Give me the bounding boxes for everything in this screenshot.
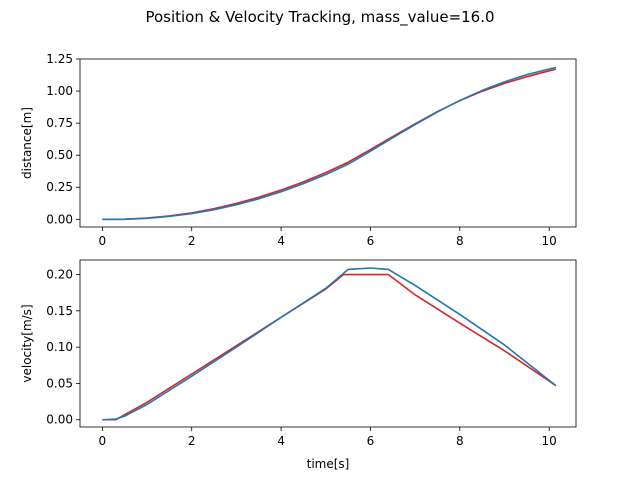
distance-axes: 0 2 4 6 8 10 0.00 0.25 0.50 0.75 1.00 1.25 distance[…	[20, 52, 577, 248]
chart-1-ytick-label-4: 0.20	[46, 268, 73, 282]
chart-0-xtick-label-5: 10	[542, 234, 557, 248]
chart-1-frame	[79, 259, 577, 428]
chart-0-ytick-label-5: 1.25	[46, 52, 73, 66]
chart-1-xtick-label-0: 0	[99, 434, 107, 448]
chart-0-series-1-line	[102, 66, 557, 221]
chart-0-frame	[79, 58, 577, 228]
chart-0-xtick-label-0: 0	[99, 234, 107, 248]
chart-0-xtick-label-2: 4	[277, 234, 285, 248]
chart-0-ytick-label-4: 1.00	[46, 84, 73, 98]
velocity-axes: 0 2 4 6 8 10 0.00 0.05 0.10 0.15 0.20 velocity[m/s]…	[20, 259, 577, 471]
chart-1-ytick-label-1: 0.05	[46, 376, 73, 390]
chart-1-xtick-label-4: 8	[456, 434, 464, 448]
chart-0-xtick-label-1: 2	[188, 234, 196, 248]
chart-1-series-1-line	[102, 267, 557, 421]
chart-0-ytick-label-0: 0.00	[46, 212, 73, 226]
chart-1-ytick-label-3: 0.15	[46, 304, 73, 318]
chart-1-xtick-label-3: 6	[367, 434, 375, 448]
chart-1-ytick-label-0: 0.00	[46, 413, 73, 427]
chart-0-ytick-label-2: 0.50	[46, 148, 73, 162]
chart-0-ytick-label-3: 0.75	[46, 116, 73, 130]
chart-0-ylabel: distance[m]	[20, 107, 34, 179]
chart-0-ytick-label-1: 0.25	[46, 180, 73, 194]
chart-0-xtick-label-3: 6	[367, 234, 375, 248]
figure-title: Position & Velocity Tracking, mass_value…	[145, 8, 494, 27]
chart-1-ytick-label-2: 0.10	[46, 340, 73, 354]
chart-1-xtick-label-1: 2	[188, 434, 196, 448]
chart-1-xlabel: time[s]	[307, 457, 350, 471]
chart-0-xtick-label-4: 8	[456, 234, 464, 248]
chart-1-xtick-label-5: 10	[542, 434, 557, 448]
chart-1-xtick-label-2: 4	[277, 434, 285, 448]
chart-1-ylabel: velocity[m/s]	[20, 304, 34, 382]
